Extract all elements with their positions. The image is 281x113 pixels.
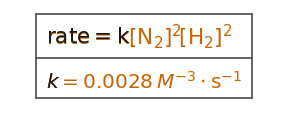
Text: $\mathrm{rate} = \mathrm{k}\left[\mathrm{N_2}\right]^{2}\!\left[\mathrm{H_2}\rig: $\mathrm{rate} = \mathrm{k}\left[\mathrm… xyxy=(46,22,232,51)
Text: $k$: $k$ xyxy=(46,72,60,91)
FancyBboxPatch shape xyxy=(36,15,252,98)
Text: $k = 0.0028\,M^{-3} \cdot \mathrm{s}^{-1}$: $k = 0.0028\,M^{-3} \cdot \mathrm{s}^{-1… xyxy=(46,71,243,92)
Text: $\mathrm{rate} = \mathrm{k}$: $\mathrm{rate} = \mathrm{k}$ xyxy=(46,26,131,46)
